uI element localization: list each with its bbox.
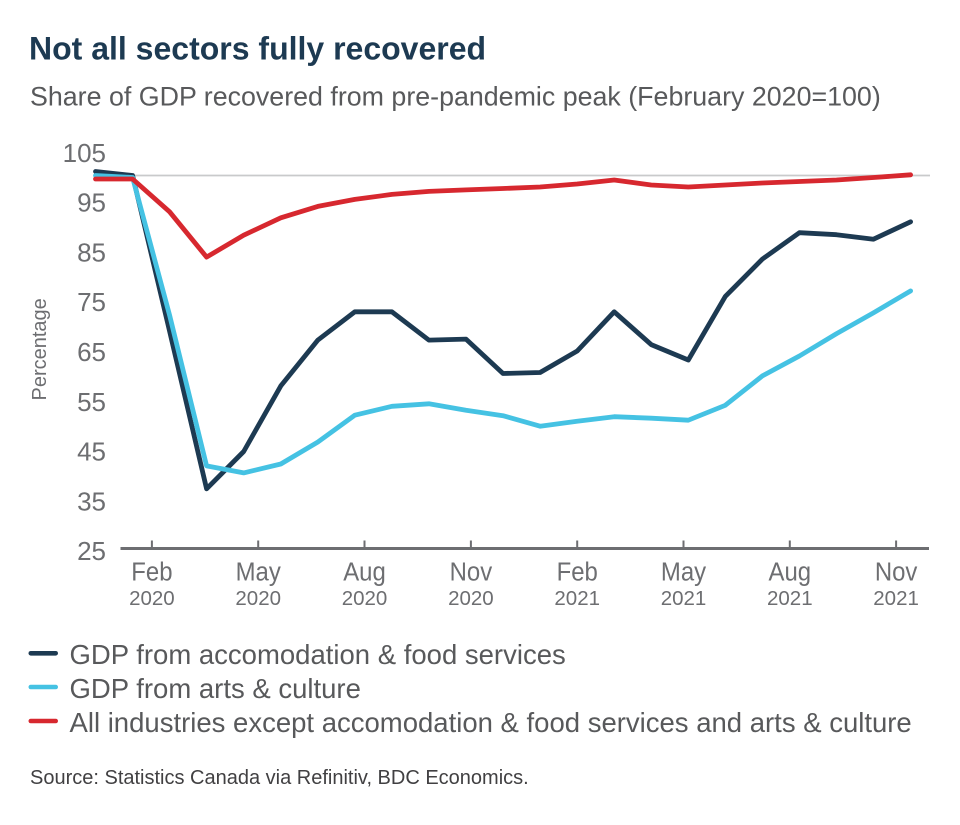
svg-text:25: 25 <box>77 536 106 566</box>
svg-text:Feb: Feb <box>131 558 172 587</box>
svg-text:GDP from arts & culture: GDP from arts & culture <box>70 673 361 704</box>
svg-text:45: 45 <box>77 437 106 467</box>
svg-text:Nov: Nov <box>875 558 918 587</box>
svg-text:Aug: Aug <box>769 558 812 587</box>
svg-text:Share of GDP recovered from pr: Share of GDP recovered from pre-pandemic… <box>30 81 881 111</box>
svg-text:55: 55 <box>77 387 106 417</box>
svg-text:2021: 2021 <box>767 587 813 610</box>
svg-text:65: 65 <box>77 337 106 367</box>
svg-text:35: 35 <box>77 486 106 516</box>
svg-text:105: 105 <box>63 138 106 168</box>
svg-text:85: 85 <box>77 237 106 267</box>
svg-text:Nov: Nov <box>450 558 493 587</box>
svg-text:May: May <box>661 558 707 587</box>
svg-text:May: May <box>236 558 282 587</box>
svg-text:2020: 2020 <box>342 587 388 610</box>
svg-text:GDP from accomodation & food s: GDP from accomodation & food services <box>70 639 566 670</box>
svg-text:2021: 2021 <box>661 587 707 610</box>
svg-text:2020: 2020 <box>448 587 494 610</box>
svg-text:2021: 2021 <box>873 587 919 610</box>
svg-text:Source: Statistics Canada via: Source: Statistics Canada via Refinitiv,… <box>30 767 529 789</box>
svg-text:Feb: Feb <box>557 558 598 587</box>
svg-text:2020: 2020 <box>129 587 175 610</box>
svg-text:2020: 2020 <box>235 587 281 610</box>
svg-text:Not all sectors fully recovere: Not all sectors fully recovered <box>29 30 486 66</box>
svg-text:All industries except accomoda: All industries except accomodation & foo… <box>70 707 912 738</box>
svg-text:75: 75 <box>77 287 106 317</box>
svg-text:95: 95 <box>77 188 106 218</box>
svg-text:Aug: Aug <box>343 558 386 587</box>
svg-text:2021: 2021 <box>554 587 600 610</box>
svg-text:Percentage: Percentage <box>29 298 51 400</box>
